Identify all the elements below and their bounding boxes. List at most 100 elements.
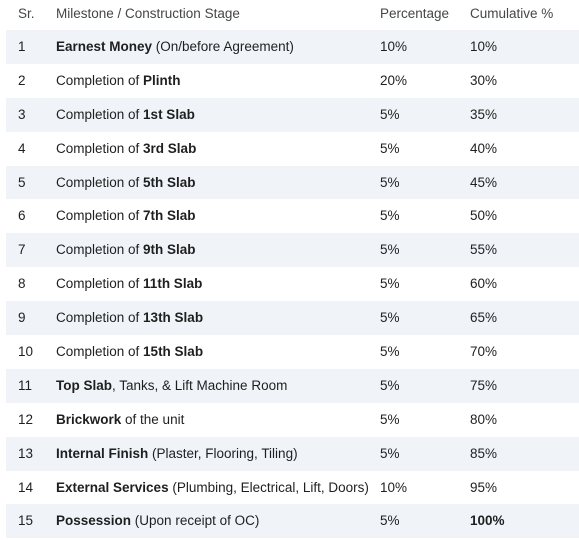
cell-cumulative: 60% xyxy=(470,276,498,292)
milestone-highlight: 9th Slab xyxy=(143,242,196,258)
table-row: 13 Internal Finish (Plaster, Flooring, Ti… xyxy=(6,436,579,471)
cell-milestone: Possession (Upon receipt of OC) xyxy=(46,504,380,538)
cell-sr: 7 xyxy=(18,242,26,258)
cell-sr: 1 xyxy=(18,38,26,54)
cell-milestone: Completion of Plinth xyxy=(46,64,380,98)
cell-milestone: Completion of 11th Slab xyxy=(46,267,380,301)
milestone-post-text: of the unit xyxy=(121,411,185,427)
milestone-highlight: 11th Slab xyxy=(143,276,203,292)
header-milestone: Milestone / Construction Stage xyxy=(56,6,240,21)
milestone-pre-text: Completion of xyxy=(56,276,144,292)
cell-cumulative: 30% xyxy=(470,72,498,88)
cell-sr: 9 xyxy=(18,310,26,326)
milestone-post-text: (Plumbing, Electrical, Lift, Doors) xyxy=(168,479,369,495)
milestone-post-text: (Plaster, Flooring, Tiling) xyxy=(148,445,298,461)
cell-percentage: 5% xyxy=(380,343,400,359)
milestone-pre-text: Completion of xyxy=(56,310,144,326)
table-row: 10 Completion of 15th Slab 5% 70% xyxy=(6,335,579,369)
milestone-pre-text: Completion of xyxy=(56,343,144,359)
milestone-pre-text: Completion of xyxy=(56,242,144,258)
table-row: 15 Possession (Upon receipt of OC) 5% 100% xyxy=(6,504,579,539)
cell-percentage: 5% xyxy=(380,174,400,190)
milestone-highlight: Top Slab xyxy=(56,377,112,393)
cell-percentage: 5% xyxy=(380,513,400,529)
cell-sr: 10 xyxy=(18,343,34,359)
cell-sr: 8 xyxy=(18,276,26,292)
milestone-highlight: Possession xyxy=(56,513,132,529)
cell-percentage: 5% xyxy=(380,377,400,393)
header-percentage: Percentage xyxy=(380,6,450,21)
cell-cumulative: 40% xyxy=(470,140,498,156)
cell-percentage: 5% xyxy=(380,445,400,461)
table-row: 11 Top Slab, Tanks, & Lift Machine Room 5%… xyxy=(6,368,579,403)
cell-percentage: 5% xyxy=(380,310,400,326)
header-sr: Sr. xyxy=(18,6,35,21)
table-row: 2 Completion of Plinth 20% 30% xyxy=(6,63,579,98)
cell-percentage: 5% xyxy=(380,276,400,292)
cell-milestone: Completion of 1st Slab xyxy=(46,98,380,132)
milestone-pre-text: Completion of xyxy=(56,174,144,190)
cell-milestone: External Services (Plumbing, Electrical,… xyxy=(46,471,380,505)
cell-milestone: Completion of 15th Slab xyxy=(46,335,380,369)
cell-cumulative: 35% xyxy=(470,106,498,122)
table-row: 7 Completion of 9th Slab 5% 55% xyxy=(6,233,579,268)
milestone-highlight: 15th Slab xyxy=(143,343,204,359)
table-body: 1 Earnest Money (On/before Agreement) 10% 1… xyxy=(6,30,579,539)
cell-milestone: Completion of 5th Slab xyxy=(46,166,380,200)
milestone-highlight: External Services xyxy=(56,479,169,495)
cell-percentage: 10% xyxy=(380,479,408,495)
table-header: Sr. Milestone / Construction Stage Perce… xyxy=(6,0,579,30)
milestone-highlight: Earnest Money xyxy=(56,38,153,54)
cell-cumulative: 45% xyxy=(470,174,498,190)
cell-sr: 5 xyxy=(18,174,26,190)
cell-milestone: Completion of 7th Slab xyxy=(46,199,380,233)
cell-percentage: 10% xyxy=(380,38,408,54)
header-row: Sr. Milestone / Construction Stage Perce… xyxy=(6,0,579,30)
cell-cumulative: 100% xyxy=(470,513,505,529)
payment-schedule-table: Sr. Milestone / Construction Stage Perce… xyxy=(6,0,579,539)
table-row: 3 Completion of 1st Slab 5% 35% xyxy=(6,97,579,132)
table-row: 4 Completion of 3rd Slab 5% 40% xyxy=(6,131,579,166)
cell-cumulative: 65% xyxy=(470,310,498,326)
cell-sr: 11 xyxy=(18,377,33,393)
table-row: 9 Completion of 13th Slab 5% 65% xyxy=(6,301,579,336)
payment-schedule-table-container: Sr. Milestone / Construction Stage Perce… xyxy=(6,0,579,540)
cell-cumulative: 95% xyxy=(470,479,498,495)
cell-cumulative: 75% xyxy=(470,377,498,393)
milestone-post-text: (Upon receipt of OC) xyxy=(131,513,260,529)
cell-sr: 3 xyxy=(18,106,26,122)
cell-milestone: Brickwork of the unit xyxy=(46,403,380,437)
cell-sr: 12 xyxy=(18,411,34,427)
milestone-post-text: (On/before Agreement) xyxy=(152,38,294,54)
milestone-highlight: 3rd Slab xyxy=(143,140,197,156)
table-row: 14 External Services (Plumbing, Electrica… xyxy=(6,470,579,505)
milestone-highlight: 5th Slab xyxy=(143,174,196,190)
header-cumulative: Cumulative % xyxy=(470,6,554,21)
cell-cumulative: 50% xyxy=(470,208,498,224)
cell-sr: 14 xyxy=(18,479,34,495)
milestone-pre-text: Completion of xyxy=(56,140,144,156)
cell-cumulative: 55% xyxy=(470,242,498,258)
cell-milestone: Top Slab, Tanks, & Lift Machine Room xyxy=(46,369,380,403)
cell-cumulative: 70% xyxy=(470,343,498,359)
cell-percentage: 5% xyxy=(380,106,400,122)
milestone-highlight: 1st Slab xyxy=(143,106,195,122)
cell-percentage: 5% xyxy=(380,208,400,224)
cell-percentage: 5% xyxy=(380,411,400,427)
milestone-highlight: 7th Slab xyxy=(143,208,196,224)
milestone-highlight: 13th Slab xyxy=(143,310,204,326)
cell-sr: 4 xyxy=(18,140,26,156)
cell-milestone: Completion of 3rd Slab xyxy=(46,132,380,166)
cell-percentage: 5% xyxy=(380,140,400,156)
table-row: 8 Completion of 11th Slab 5% 60% xyxy=(6,267,579,302)
cell-cumulative: 85% xyxy=(470,445,498,461)
cell-percentage: 5% xyxy=(380,242,400,258)
cell-cumulative: 80% xyxy=(470,411,498,427)
milestone-post-text: , Tanks, & Lift Machine Room xyxy=(112,377,288,393)
milestone-pre-text: Completion of xyxy=(56,208,144,224)
cell-milestone: Completion of 13th Slab xyxy=(46,301,380,335)
cell-milestone: Earnest Money (On/before Agreement) xyxy=(46,30,380,64)
table-row: 5 Completion of 5th Slab 5% 45% xyxy=(6,165,579,200)
cell-milestone: Completion of 9th Slab xyxy=(46,233,380,267)
cell-sr: 6 xyxy=(18,208,26,224)
